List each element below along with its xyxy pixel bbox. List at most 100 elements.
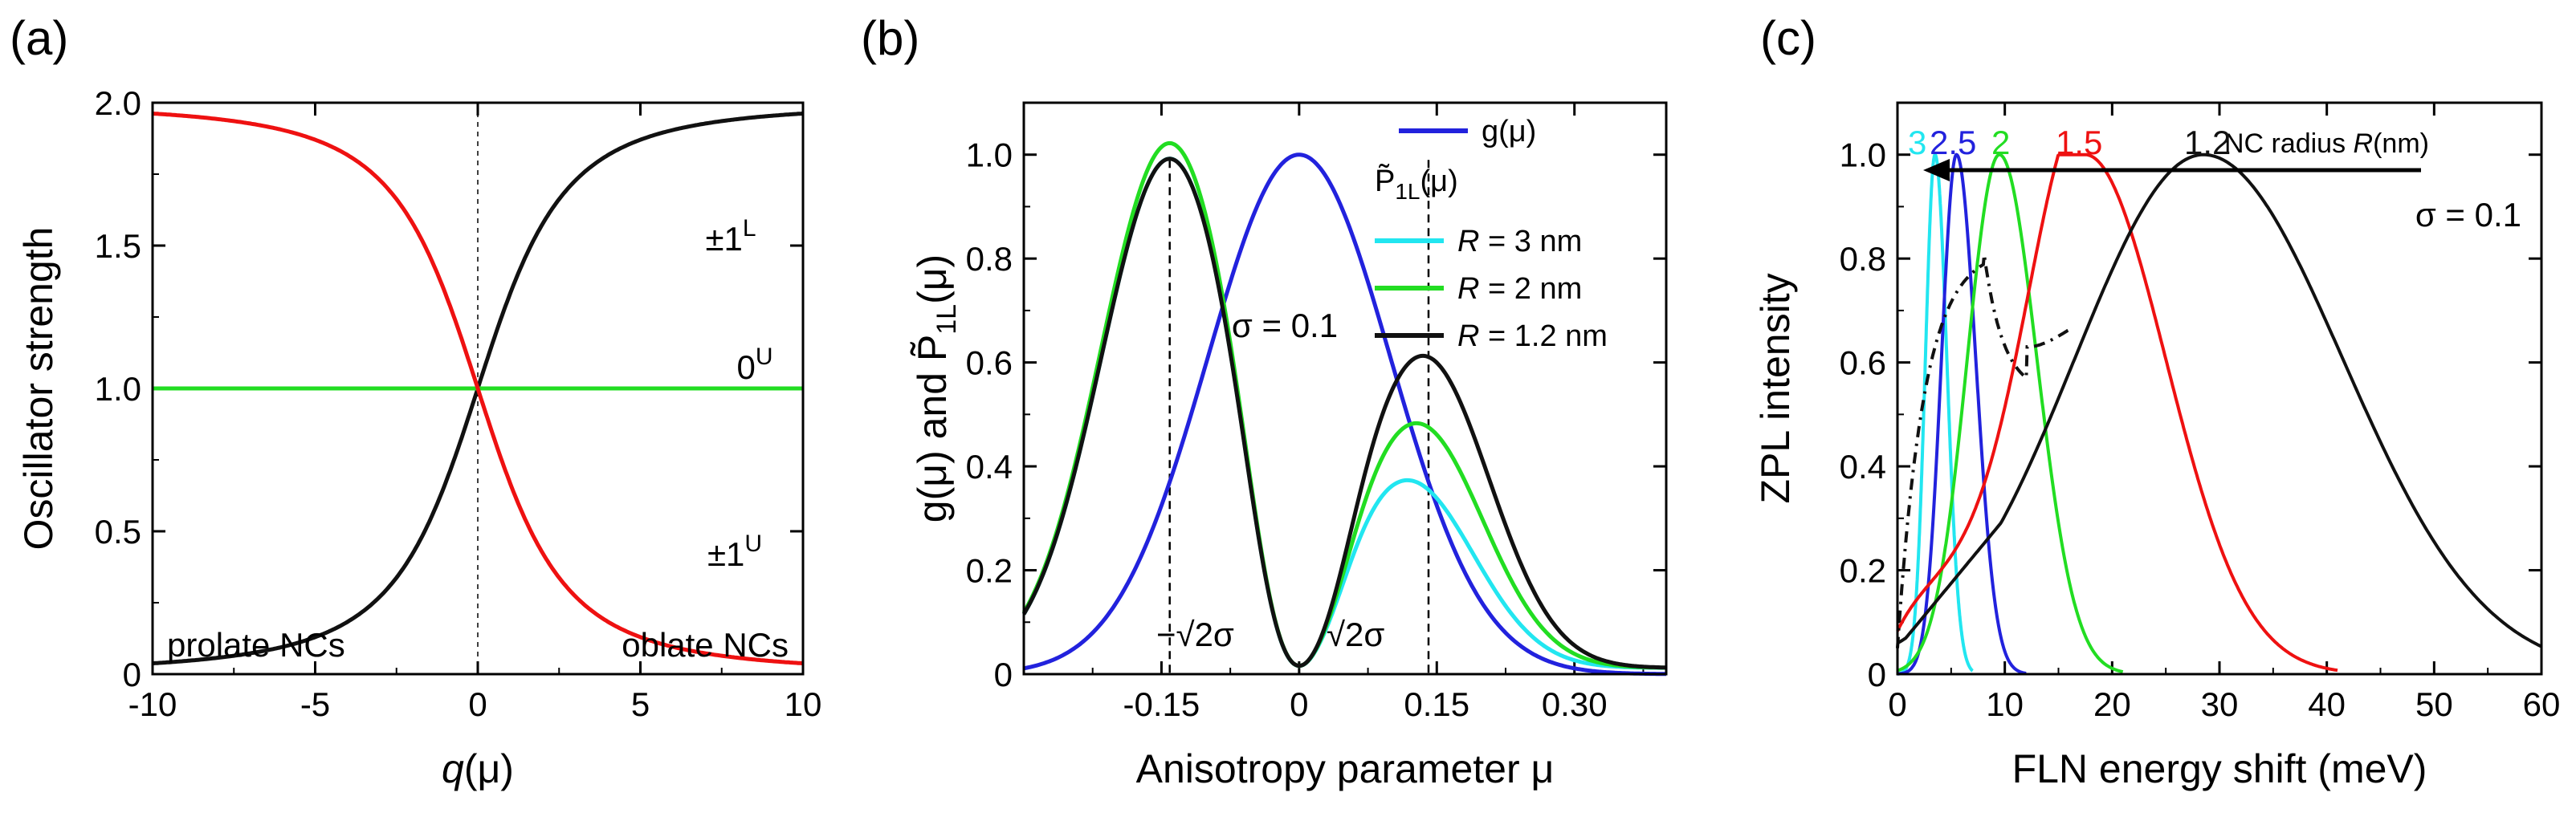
panel-a-ytick-label: 1.0 bbox=[95, 370, 141, 408]
legend-ptilde: P̃1L(μ) bbox=[1375, 164, 1458, 204]
panel-a-xtick-label: 10 bbox=[785, 685, 822, 723]
series-c-r2-line bbox=[1897, 152, 2124, 674]
label-pm1U: ±1U bbox=[707, 530, 762, 573]
panel-a-frame bbox=[151, 101, 805, 676]
label-0U-sup: U bbox=[756, 343, 773, 370]
legend-ptilde-tail: (μ) bbox=[1420, 165, 1458, 198]
panel-b-ytick-label: 0.2 bbox=[966, 552, 1013, 590]
panel-b-ticks: -0.15 0 0.15 0.30 0 0.2 0.4 0.6 0.8 1.0 bbox=[966, 103, 1666, 723]
series-c-dashdot-line bbox=[1896, 254, 2070, 648]
series-pm1U-line bbox=[152, 111, 804, 666]
panel-c: 0 10 20 30 40 50 60 0 0.2 0.4 0.6 0.8 1.0 ZPL intens… bbox=[1753, 101, 2561, 791]
panel-a-xtick-label: -10 bbox=[128, 685, 177, 723]
legend-r2-prefix: R bbox=[1457, 272, 1479, 306]
series-r12-line bbox=[1021, 156, 1667, 670]
panel-c-ytick-label: 0.4 bbox=[1840, 448, 1886, 486]
panel-c-sigma: σ = 0.1 bbox=[2415, 196, 2521, 234]
panel-b-ytick-label: 0.4 bbox=[966, 448, 1013, 486]
annotation-prolate: prolate NCs bbox=[167, 626, 345, 664]
panel-b-vline-label-pos: √2σ bbox=[1327, 616, 1384, 653]
label-pm1U-sup: U bbox=[744, 530, 762, 557]
panel-a-ytick-label: 0.5 bbox=[95, 513, 141, 551]
panel-c-xtick-label: 0 bbox=[1888, 685, 1906, 723]
radius-label-3: 3 bbox=[1908, 124, 1926, 161]
series-c-r3-line bbox=[1897, 152, 1974, 676]
legend-g: g(μ) bbox=[1482, 115, 1536, 148]
panel-c-xtick-label: 60 bbox=[2523, 685, 2561, 723]
panel-a-data bbox=[152, 103, 804, 674]
panel-a-xtick-label: 5 bbox=[631, 685, 650, 723]
panel-a-xtick-label: -5 bbox=[300, 685, 330, 723]
panel-b-ylabel-a: g(μ) and bbox=[910, 361, 955, 522]
panel-c-xtick-label: 20 bbox=[2093, 685, 2131, 723]
radius-label-2-5: 2.5 bbox=[1930, 124, 1976, 161]
label-pm1U-base: ±1 bbox=[707, 535, 744, 573]
panel-b-frame bbox=[1022, 101, 1668, 676]
panel-c-xtick-label: 40 bbox=[2308, 685, 2346, 723]
panel-c-ytick-label: 0.2 bbox=[1840, 552, 1886, 590]
panel-b-ylabel: g(μ) and P̃1L(μ) bbox=[910, 254, 962, 522]
annotation-oblate: oblate NCs bbox=[622, 626, 789, 664]
legend-ptilde-base: P̃ bbox=[1375, 164, 1395, 198]
legend-r12-prefix: R bbox=[1457, 319, 1479, 353]
radius-label-1-2: 1.2 bbox=[2184, 124, 2231, 161]
panel-b-xtick-label: -0.15 bbox=[1123, 685, 1200, 723]
panel-b-xlabel: Anisotropy parameter μ bbox=[1136, 746, 1555, 791]
panel-a-ytick-label: 0 bbox=[123, 656, 141, 693]
panel-b-vline-label-neg: −√2σ bbox=[1156, 616, 1234, 653]
panel-a-ytick-label: 2.0 bbox=[95, 84, 141, 122]
legend-r3-rest: = 3 nm bbox=[1479, 225, 1582, 258]
panel-label-c: (c) bbox=[1760, 11, 1816, 65]
radius-arrow-label-b: (nm) bbox=[2373, 128, 2429, 159]
label-0U-base: 0 bbox=[736, 348, 755, 386]
series-c-r1-5-line bbox=[1896, 152, 2338, 673]
legend-r3: R = 3 nm bbox=[1457, 225, 1582, 258]
legend-r3-prefix: R bbox=[1457, 225, 1479, 258]
panel-c-ytick-label: 0.6 bbox=[1840, 344, 1886, 382]
panel-b-ytick-label: 0.8 bbox=[966, 240, 1013, 278]
legend-ptilde-sub: 1L bbox=[1395, 179, 1420, 204]
panel-c-frame bbox=[1896, 101, 2543, 676]
panel-a-ytick-label: 1.5 bbox=[95, 227, 141, 265]
radius-arrow-label-a: NC radius bbox=[2224, 128, 2354, 159]
legend-r2: R = 2 nm bbox=[1457, 272, 1582, 306]
panel-label-b: (b) bbox=[861, 11, 919, 65]
legend-r12: R = 1.2 nm bbox=[1457, 319, 1608, 353]
series-g-line bbox=[1023, 152, 1666, 677]
panel-b-legend: g(μ) P̃1L(μ) R = 3 nm R = 2 nm R = 1.2 n… bbox=[1375, 115, 1608, 353]
label-pm1L-base: ±1 bbox=[705, 220, 742, 258]
panel-b-data bbox=[1021, 140, 1667, 677]
panel-c-ytick-label: 0 bbox=[1868, 656, 1886, 693]
panel-b-xtick-label: 0.15 bbox=[1404, 685, 1469, 723]
radius-arrow-label: NC radius R(nm) bbox=[2224, 128, 2429, 159]
legend-r2-rest: = 2 nm bbox=[1479, 272, 1582, 306]
panel-b: -0.15 0 0.15 0.30 0 0.2 0.4 0.6 0.8 1.0 g(μ) and … bbox=[910, 101, 1668, 791]
panel-c-xlabel: FLN energy shift (meV) bbox=[2012, 746, 2427, 791]
panel-a-xlabel: q(μ) bbox=[442, 746, 514, 791]
panel-b-ytick-label: 0 bbox=[994, 656, 1013, 693]
panel-c-xtick-label: 50 bbox=[2415, 685, 2453, 723]
panel-c-data bbox=[1896, 152, 2542, 676]
panel-c-xtick-label: 30 bbox=[2201, 685, 2239, 723]
panel-a-ylabel: Oscillator strength bbox=[16, 227, 61, 551]
panel-c-ylabel: ZPL intensity bbox=[1753, 273, 1798, 503]
panel-a-xtick-label: 0 bbox=[468, 685, 487, 723]
panel-c-ticks: 0 10 20 30 40 50 60 0 0.2 0.4 0.6 0.8 1.0 bbox=[1840, 103, 2561, 723]
panel-c-xtick-label: 10 bbox=[1986, 685, 2024, 723]
legend-r12-rest: = 1.2 nm bbox=[1479, 319, 1607, 353]
panel-b-ylabel-c: (μ) bbox=[910, 254, 955, 304]
panel-a: -10 -5 0 5 10 0 0.5 1.0 1.5 2.0 Oscillator streng… bbox=[16, 84, 821, 791]
label-pm1L: ±1L bbox=[705, 215, 756, 258]
panel-b-ylabel-b: P̃ bbox=[910, 335, 955, 361]
panel-b-ytick-label: 1.0 bbox=[966, 136, 1013, 174]
panel-c-ytick-label: 0.8 bbox=[1840, 240, 1886, 278]
radius-arrow-head bbox=[1923, 159, 1950, 181]
series-c-r1-2-line bbox=[1897, 152, 2542, 648]
radius-label-1-5: 1.5 bbox=[2056, 124, 2102, 161]
series-r2-line bbox=[1021, 140, 1666, 670]
panel-b-ytick-label: 0.6 bbox=[966, 344, 1013, 382]
panel-b-ylabel-sub: 1L bbox=[931, 304, 962, 335]
panel-a-xlabel-rest: (μ) bbox=[464, 746, 514, 791]
panel-c-ytick-label: 1.0 bbox=[1840, 136, 1886, 174]
